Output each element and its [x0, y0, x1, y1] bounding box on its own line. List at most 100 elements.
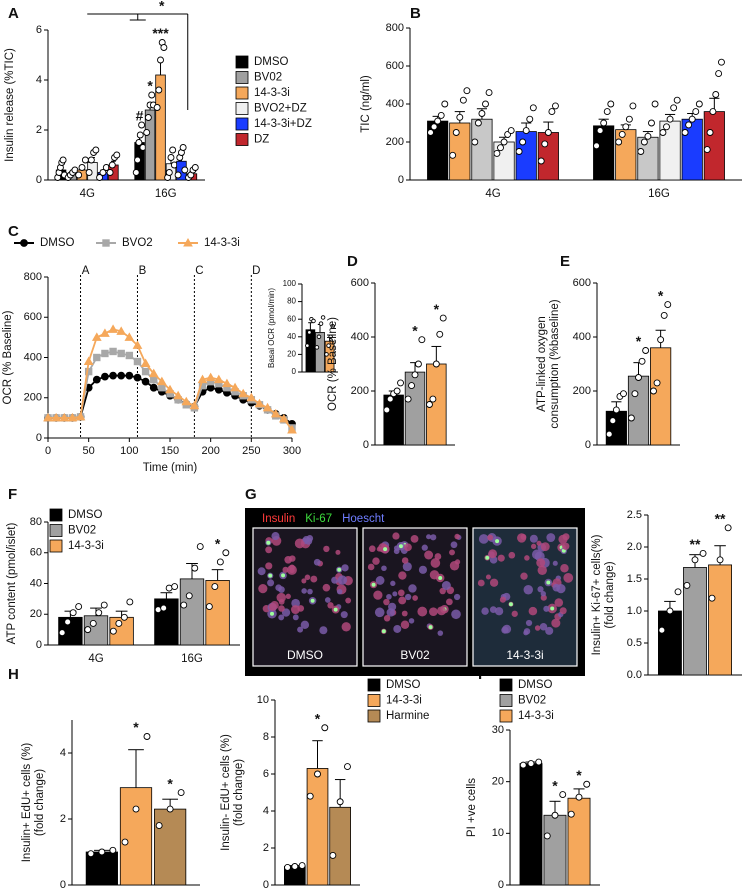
y-axis-label: ATP content (pmol/islet) [6, 523, 18, 645]
y-tick-label: 2.0 [627, 541, 642, 553]
y-tick-label: 0 [263, 879, 269, 891]
cell [559, 607, 567, 615]
cell-ki67 [495, 539, 500, 544]
cell [449, 549, 455, 556]
y-tick-label: 4 [36, 74, 42, 86]
cell [530, 543, 537, 550]
marker [140, 358, 151, 368]
cell [536, 558, 546, 568]
data-point [411, 371, 419, 379]
data-point [148, 91, 156, 99]
bar [519, 763, 543, 886]
data-point [96, 174, 104, 181]
y-tick-label: 4 [263, 805, 269, 817]
data-point [138, 121, 146, 129]
cell-ki67 [485, 555, 490, 560]
marker [108, 324, 118, 333]
data-point [500, 138, 508, 146]
cell [523, 628, 531, 635]
legend-label: DMSO [68, 509, 103, 521]
cell [412, 595, 418, 601]
cell [497, 554, 505, 562]
bracket-label: * [159, 0, 165, 14]
data-point [712, 91, 720, 98]
data-point [191, 564, 199, 572]
cell [271, 532, 280, 541]
cell [381, 565, 387, 572]
data-point [205, 603, 213, 611]
cell [340, 611, 348, 619]
data-point [318, 321, 324, 326]
bar [205, 580, 230, 646]
cell [546, 533, 556, 542]
data-point [59, 156, 67, 164]
cell [284, 555, 292, 564]
data-point [600, 119, 608, 127]
data-point [708, 594, 716, 602]
error-bar [312, 740, 323, 769]
marker [270, 408, 281, 418]
legend-label: BVO2+DZ [254, 103, 307, 115]
cell [534, 625, 541, 631]
data-point [452, 129, 460, 136]
y-tick-label: 600 [24, 311, 42, 323]
data-point [306, 792, 314, 800]
x-tick-label: 0 [45, 445, 51, 457]
series-line [48, 328, 293, 431]
cell [367, 563, 375, 571]
channel-label: Hoescht [342, 513, 385, 525]
marker [109, 371, 117, 380]
data-point [100, 601, 108, 609]
cell [408, 618, 415, 624]
data-point [386, 395, 394, 403]
cell [543, 605, 550, 612]
cell [304, 574, 311, 581]
cell [398, 571, 407, 580]
data-point [87, 156, 95, 164]
injection-label: A [82, 265, 90, 277]
significance: ** [690, 536, 701, 552]
data-point [439, 314, 447, 322]
channel-label: Ki-67 [305, 513, 332, 525]
legend-label: DMSO [518, 679, 553, 691]
data-point [180, 601, 188, 609]
data-point [211, 583, 219, 591]
y-axis-label: consumption (%baseline) [549, 299, 561, 428]
cell [560, 564, 569, 573]
legend-label: DMSO [386, 679, 421, 691]
marker [124, 332, 135, 341]
data-point [320, 315, 326, 320]
cell [545, 626, 554, 635]
cell [313, 558, 321, 566]
data-point [471, 138, 479, 146]
cell-ki67 [266, 540, 271, 545]
y-tick-label: 2 [263, 842, 269, 854]
cell-ki67 [337, 567, 342, 572]
marker [83, 356, 94, 366]
cell-ki67 [333, 607, 338, 612]
cell [537, 586, 544, 593]
cell [278, 605, 285, 612]
data-point [336, 798, 344, 806]
data-point [692, 108, 700, 116]
data-point [157, 56, 164, 64]
legend-swatch [235, 117, 249, 131]
bar [543, 814, 567, 886]
data-point [121, 838, 129, 846]
data-point [575, 793, 583, 801]
cell [430, 534, 437, 541]
cell [477, 579, 485, 587]
cell [297, 626, 304, 633]
y-axis-label: (fold change) [604, 561, 616, 628]
data-point [493, 149, 501, 157]
data-point [160, 44, 168, 51]
data-point [132, 805, 140, 813]
data-point [167, 154, 175, 161]
bar [306, 768, 329, 886]
y-axis-label: (fold change) [34, 769, 46, 836]
data-point [559, 791, 567, 799]
data-point [603, 108, 611, 116]
data-point [612, 406, 620, 414]
data-point [324, 352, 329, 357]
legend-swatch [499, 694, 513, 707]
